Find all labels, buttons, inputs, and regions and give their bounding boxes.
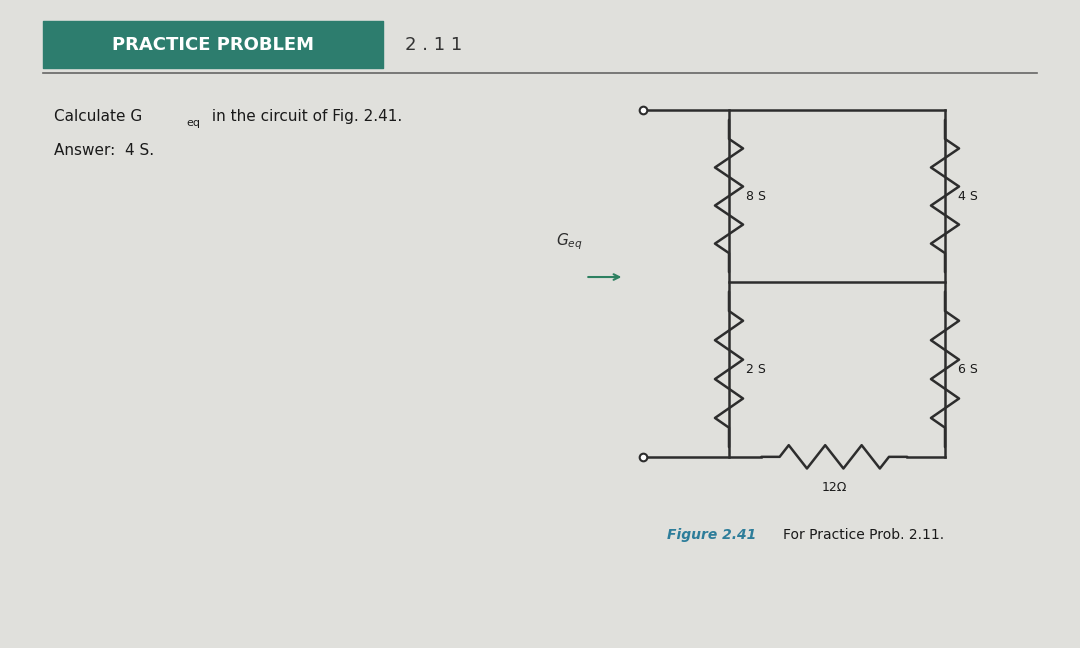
- Text: PRACTICE PROBLEM: PRACTICE PROBLEM: [111, 36, 314, 54]
- Text: 8 S: 8 S: [746, 189, 767, 203]
- Text: 6 S: 6 S: [958, 363, 977, 376]
- Text: in the circuit of Fig. 2.41.: in the circuit of Fig. 2.41.: [207, 109, 403, 124]
- Text: 2 . 1 1: 2 . 1 1: [405, 36, 462, 54]
- Text: 4 S: 4 S: [958, 189, 977, 203]
- Text: Figure 2.41: Figure 2.41: [667, 527, 757, 542]
- Text: 12Ω: 12Ω: [822, 481, 847, 494]
- Text: 2 S: 2 S: [746, 363, 766, 376]
- Text: For Practice Prob. 2.11.: For Practice Prob. 2.11.: [783, 527, 944, 542]
- Text: Calculate G: Calculate G: [54, 109, 143, 124]
- Text: Answer:  4 S.: Answer: 4 S.: [54, 143, 154, 158]
- Text: $G_{eq}$: $G_{eq}$: [556, 231, 582, 251]
- Text: eq: eq: [187, 118, 201, 128]
